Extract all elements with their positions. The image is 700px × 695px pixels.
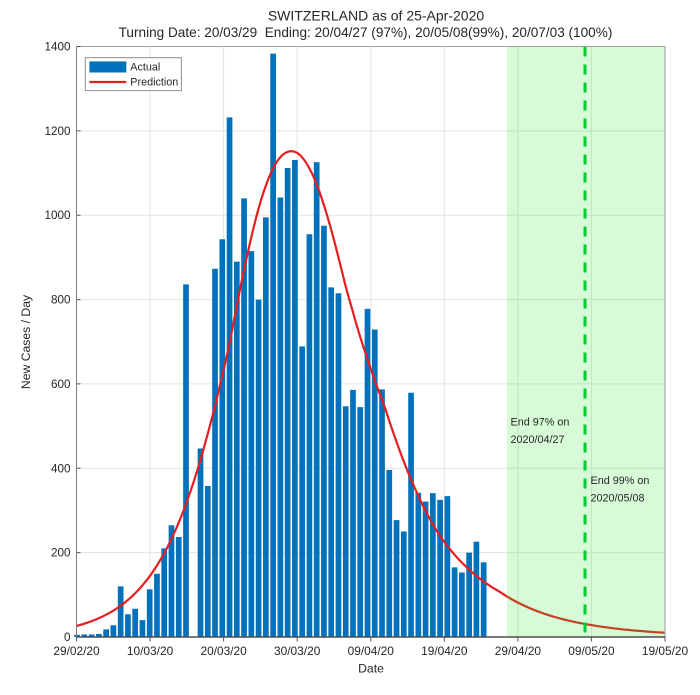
- svg-text:2020/05/08: 2020/05/08: [591, 493, 645, 505]
- svg-text:New Cases / Day: New Cases / Day: [19, 294, 33, 389]
- svg-text:2020/04/27: 2020/04/27: [511, 434, 565, 446]
- svg-text:29/04/20: 29/04/20: [495, 644, 542, 658]
- svg-text:09/05/20: 09/05/20: [568, 644, 615, 658]
- svg-text:Turning Date: 20/03/29 Ending: Turning Date: 20/03/29 Ending: 20/04/27 …: [119, 25, 613, 40]
- svg-text:600: 600: [51, 378, 71, 391]
- svg-text:End 99% on: End 99% on: [591, 475, 650, 487]
- svg-text:0: 0: [64, 631, 71, 644]
- svg-text:1400: 1400: [44, 41, 71, 54]
- svg-text:10/03/20: 10/03/20: [127, 644, 174, 658]
- svg-text:200: 200: [51, 547, 71, 560]
- svg-text:800: 800: [51, 294, 71, 307]
- svg-text:Date: Date: [358, 662, 384, 676]
- svg-text:Prediction: Prediction: [130, 77, 178, 89]
- svg-text:1000: 1000: [44, 209, 71, 222]
- svg-text:29/02/20: 29/02/20: [53, 644, 100, 658]
- svg-text:19/05/20: 19/05/20: [642, 644, 689, 658]
- svg-text:400: 400: [51, 462, 71, 475]
- svg-text:20/03/20: 20/03/20: [200, 644, 247, 658]
- svg-text:End 97% on: End 97% on: [511, 417, 570, 429]
- svg-text:Actual: Actual: [130, 62, 160, 74]
- svg-text:19/04/20: 19/04/20: [421, 644, 468, 658]
- svg-text:SWITZERLAND as of 25-Apr-2020: SWITZERLAND as of 25-Apr-2020: [268, 8, 485, 24]
- svg-text:30/03/20: 30/03/20: [274, 644, 321, 658]
- svg-text:09/04/20: 09/04/20: [348, 644, 395, 658]
- svg-text:1200: 1200: [44, 125, 71, 138]
